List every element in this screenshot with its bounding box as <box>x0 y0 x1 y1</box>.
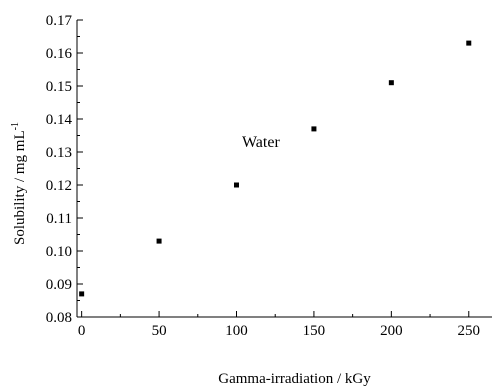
x-tick-label: 100 <box>225 323 248 339</box>
x-tick-label: 50 <box>152 323 167 339</box>
y-tick-label: 0.13 <box>46 145 72 161</box>
data-point <box>233 182 239 188</box>
data-point <box>79 291 85 297</box>
y-tick-label: 0.16 <box>46 46 73 62</box>
data-point <box>311 126 317 132</box>
x-tick-label: 200 <box>380 323 403 339</box>
y-tick-label: 0.11 <box>46 211 72 227</box>
annotation-water: Water <box>242 134 280 151</box>
y-axis-title-main: Solubility / mg mL <box>12 130 28 245</box>
axes <box>76 20 492 318</box>
x-tick-label: 250 <box>458 323 481 339</box>
y-tick-label: 0.15 <box>46 79 72 95</box>
y-tick-label: 0.09 <box>46 277 72 293</box>
y-tick-label: 0.17 <box>46 13 73 29</box>
x-tick-label: 150 <box>303 323 326 339</box>
y-tick-label: 0.10 <box>46 244 72 260</box>
data-points <box>79 40 472 297</box>
y-tick-label: 0.08 <box>46 310 72 326</box>
x-axis-title: Gamma-irradiation / kGy <box>218 371 371 387</box>
y-axis-title-superscript: -1 <box>10 122 21 130</box>
y-tick-label: 0.12 <box>46 178 72 194</box>
y-tick-label: 0.14 <box>46 112 73 128</box>
data-point <box>466 40 472 46</box>
data-point <box>388 80 394 86</box>
x-tick-label: 0 <box>78 323 86 339</box>
y-axis-title: Solubility / mg mL-1 <box>10 122 28 245</box>
y-axis-ticks: 0.08 0.09 0.10 0.11 0.12 0.13 0.14 0.15 0.16 0.17 <box>46 13 83 326</box>
x-axis-ticks: 0 50 100 150 200 250 <box>78 311 480 339</box>
data-point <box>156 238 162 244</box>
